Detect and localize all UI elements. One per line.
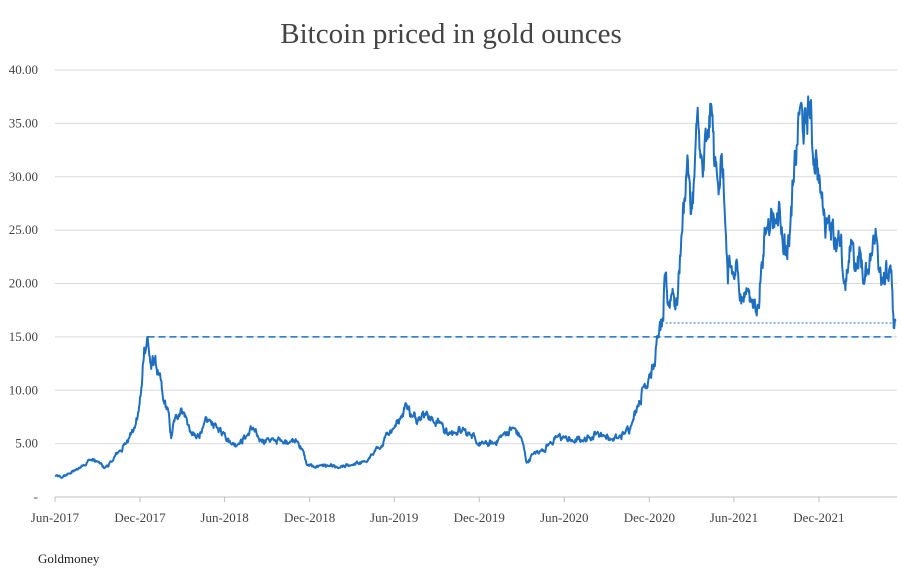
x-tick-label: Jun-2019 [370,510,418,525]
y-tick-label: 20.00 [9,276,38,291]
x-tick-label: Jun-2018 [200,510,248,525]
x-axis [54,496,897,502]
y-tick-label: 35.00 [9,115,38,130]
x-axis-labels: Jun-2017 Dec-2017 Jun-2018 Dec-2018 Jun-2019… [31,510,845,525]
x-tick-label: Jun-2017 [31,510,80,525]
y-tick-label: 15.00 [9,329,38,344]
y-axis-labels: - 5.00 10.00 15.00 20.00 25.00 30.00 35.00 40.00 [9,62,38,504]
y-tick-label: 40.00 [9,62,38,77]
x-tick-label: Jun-2020 [540,510,588,525]
y-tick-label: 5.00 [15,436,38,451]
series-layer [54,95,897,479]
series-line [54,95,897,479]
y-tick-label: 10.00 [9,382,38,397]
chart-title: Bitcoin priced in gold ounces [280,18,622,50]
y-tick-label: 25.00 [9,222,38,237]
x-tick-label: Dec-2017 [114,510,166,525]
y-tick-label: 30.00 [9,169,38,184]
x-tick-label: Dec-2019 [454,510,505,525]
x-tick-label: Dec-2018 [284,510,335,525]
gridlines [55,69,897,445]
x-tick-label: Jun-2021 [710,510,758,525]
x-tick-label: Dec-2021 [793,510,844,525]
x-tick-label: Dec-2020 [624,510,675,525]
reference-lines [147,322,896,338]
y-tick-label: - [34,489,38,504]
source-note: Goldmoney [38,551,100,566]
